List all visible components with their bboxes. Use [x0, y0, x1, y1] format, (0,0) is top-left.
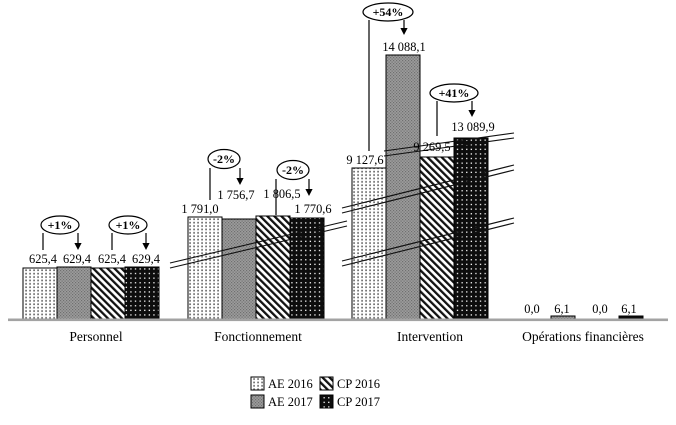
scale-break-line: [341, 217, 515, 262]
annotation-text: +54%: [373, 5, 404, 19]
scale-break-line: [341, 222, 515, 267]
annotation-text: +1%: [116, 218, 141, 232]
value-label-cp-2017-fonctionnement: 1 770,6: [294, 202, 331, 216]
scale-break-line: [169, 225, 348, 269]
annotation-fonctionnement-ae: -2%: [207, 148, 244, 200]
legend-swatch-ae-2016: [250, 376, 265, 391]
value-label-ae-2016-fonctionnement: 1 791,0: [181, 202, 218, 216]
value-labels-layer: 625,4 629,4 625,4 629,4 1 791,01 756,7 1 806,…: [29, 40, 637, 316]
value-label-cp-2017-intervention: 13 089,9: [451, 120, 494, 134]
arrow-down-icon: [400, 28, 408, 35]
arrow-down-icon: [74, 243, 82, 250]
scale-breaks: [169, 132, 515, 269]
annotation-text: -2%: [213, 152, 235, 166]
arrow-down-icon: [305, 189, 313, 196]
arrow-down-icon: [236, 178, 244, 185]
legend-swatch-cp-2016: [319, 376, 334, 391]
annotation-intervention-ae: +54%: [362, 2, 414, 151]
bars-layer: [22, 54, 644, 320]
value-label-cp-2017-personnel: 629,4: [132, 252, 160, 266]
legend-swatch-cp-2017: [319, 394, 334, 409]
bar-ae-2017-fonctionnement: [221, 218, 257, 320]
arrow-down-icon: [142, 243, 150, 250]
scale-break-line: [341, 169, 515, 214]
legend-label-cp-2016: CP 2016: [337, 377, 380, 391]
annotation-fonctionnement-cp: -2%: [275, 159, 313, 215]
value-label-cp-2017-op-rations-financi-res: 6,1: [621, 302, 637, 316]
bar-cp-2017-personnel: [124, 266, 160, 320]
legend-label-ae-2017: AE 2017: [268, 395, 313, 409]
annotation-personnel-cp: +1%: [108, 215, 150, 250]
value-label-ae-2017-fonctionnement: 1 756,7: [217, 188, 254, 202]
value-label-ae-2016-op-rations-financi-res: 0,0: [524, 302, 540, 316]
legend-label-cp-2017: CP 2017: [337, 395, 380, 409]
scale-break-line: [169, 220, 348, 264]
bar-ae-2017-personnel: [56, 266, 92, 320]
bar-cp-2017-fonctionnement: [289, 217, 325, 320]
value-label-ae-2017-personnel: 629,4: [63, 252, 91, 266]
annotations-layer: +1% +1% -2% -2% +54%: [40, 2, 479, 250]
arrow-down-icon: [468, 110, 476, 117]
annotation-personnel-ae: +1%: [40, 215, 82, 250]
value-label-cp-2016-personnel: 625,4: [98, 252, 126, 266]
category-axis: Personnel Fonctionnement Intervention Op…: [69, 329, 644, 344]
annotation-text: +1%: [48, 218, 73, 232]
bar-ae-2017-intervention: [385, 54, 421, 320]
legend-swatch-ae-2017: [250, 394, 265, 409]
bar-ae-2016-personnel: [22, 267, 58, 320]
value-label-ae-2016-personnel: 625,4: [29, 252, 57, 266]
bar-cp-2016-personnel: [90, 267, 126, 320]
value-label-cp-2016-op-rations-financi-res: 0,0: [592, 302, 608, 316]
legend: AE 2016 CP 2016 AE 2017 CP 2017: [250, 376, 380, 409]
category-label-personnel: Personnel: [69, 329, 122, 344]
value-label-ae-2016-intervention: 9 127,6: [346, 153, 383, 167]
annotation-text: +41%: [439, 86, 470, 100]
legend-label-ae-2016: AE 2016: [268, 377, 313, 391]
value-label-cp-2016-fonctionnement: 1 806,5: [263, 187, 300, 201]
category-label-intervention: Intervention: [397, 329, 463, 344]
bar-cp-2016-fonctionnement: [255, 215, 291, 320]
annotation-intervention-cp: +41%: [429, 83, 479, 136]
bar-ae-2016-fonctionnement: [187, 216, 223, 320]
x-axis-baseline: [8, 318, 668, 322]
scale-break-line: [383, 132, 515, 152]
value-label-cp-2016-intervention: 9 269,5: [413, 140, 450, 154]
scale-break-line: [383, 137, 515, 157]
annotation-text: -2%: [282, 163, 304, 177]
category-label-operations-financieres: Opérations financières: [522, 329, 644, 344]
bar-ae-2016-intervention: [351, 167, 387, 320]
value-label-ae-2017-op-rations-financi-res: 6,1: [554, 302, 570, 316]
category-label-fonctionnement: Fonctionnement: [214, 329, 302, 344]
value-label-ae-2017-intervention: 14 088,1: [382, 40, 425, 54]
scale-break-line: [341, 164, 515, 209]
